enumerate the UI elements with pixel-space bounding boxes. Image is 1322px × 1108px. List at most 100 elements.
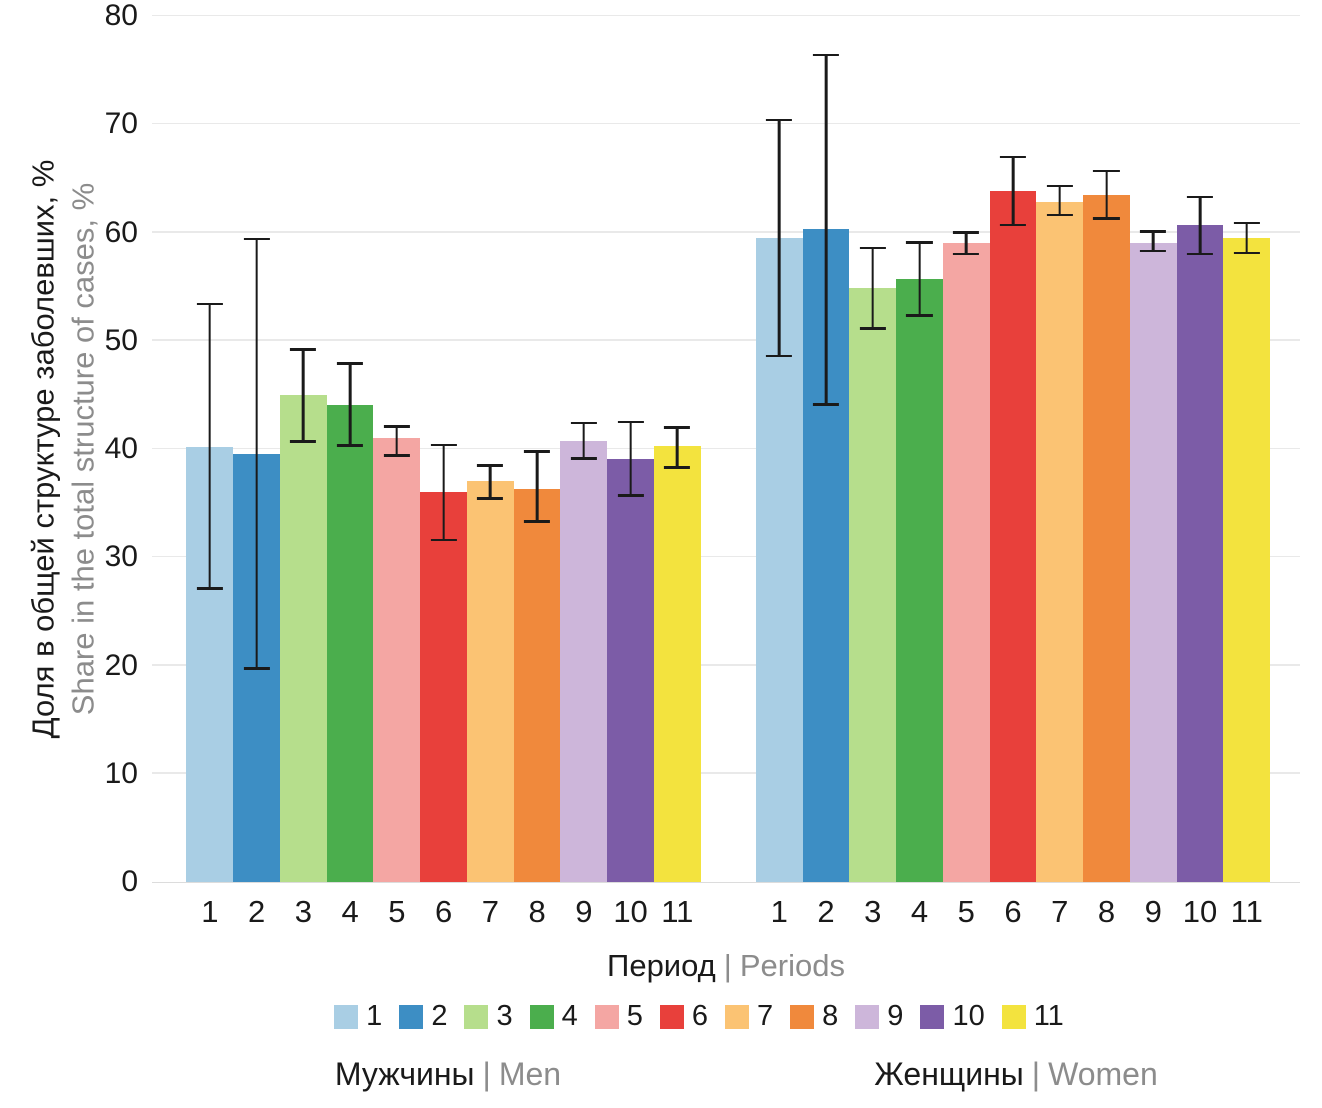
y-tick-label: 40	[104, 432, 138, 465]
error-bar	[953, 231, 980, 256]
error-bar-cap-top	[812, 53, 840, 57]
error-bar-cap-bottom	[1140, 249, 1167, 252]
error-bar-cap-bottom	[999, 223, 1027, 227]
error-bar	[430, 443, 457, 542]
y-tick-label: 10	[104, 756, 138, 790]
x-axis-title-english: Periods	[739, 948, 845, 983]
x-tick-label: 5	[388, 894, 406, 929]
x-tick-label: 9	[1144, 894, 1162, 929]
bar	[1036, 202, 1084, 882]
error-bar	[570, 421, 597, 460]
legend-label: 11	[1033, 1000, 1064, 1032]
error-bar-line	[535, 450, 539, 523]
error-bar-cap-top	[570, 421, 597, 425]
bar	[989, 191, 1037, 882]
x-tick-label: 4	[341, 894, 359, 929]
bar-cell: 2	[802, 16, 850, 929]
x-tick-label: 5	[957, 894, 975, 929]
error-bar-cap-top	[906, 241, 933, 244]
bar	[849, 287, 897, 882]
error-bar-line	[964, 231, 968, 256]
error-bar-cap-bottom	[1093, 217, 1120, 220]
error-bar-line	[395, 425, 399, 457]
error-bar-cap-bottom	[1046, 213, 1073, 217]
bar-cell: 5	[942, 16, 990, 929]
group-label-women-english: Women	[1048, 1056, 1158, 1092]
error-bar	[859, 246, 886, 330]
x-tick-label: 2	[817, 894, 835, 929]
legend-label: 5	[626, 1000, 643, 1032]
bar	[326, 404, 374, 882]
error-bar-cap-top	[1233, 221, 1260, 225]
bar-cell: 3	[849, 16, 897, 929]
error-bar-cap-top	[290, 348, 317, 351]
bar	[1129, 243, 1177, 882]
x-tick-label: 7	[1051, 894, 1069, 929]
bar	[1083, 194, 1130, 882]
error-bar-cap-bottom	[859, 327, 886, 330]
bar-cell: 10	[1176, 16, 1224, 929]
error-bar	[766, 118, 793, 357]
legend-label: 4	[561, 1000, 578, 1032]
legend-item: 10	[920, 1000, 985, 1033]
legend-swatch	[464, 1004, 489, 1029]
y-gridline	[152, 555, 1300, 558]
x-tick-label: 4	[910, 894, 929, 929]
x-tick-label: 9	[575, 894, 593, 929]
error-bar-cap-top	[999, 155, 1027, 159]
error-bar	[1046, 184, 1073, 217]
error-bar-cap-bottom	[523, 520, 551, 523]
error-bar-cap-bottom	[243, 667, 270, 670]
x-tick-label: 6	[1004, 894, 1022, 929]
x-tick-label: 8	[528, 894, 546, 929]
legend-label: 7	[757, 1000, 774, 1032]
error-bar-cap-top	[859, 246, 886, 250]
error-bar-line	[1011, 155, 1015, 227]
y-axis-title-russian: Доля в общей структуре заболевших, %	[25, 159, 61, 739]
error-bar-line	[208, 302, 212, 590]
error-bar	[617, 420, 644, 497]
error-bar	[1233, 221, 1260, 255]
error-bar	[383, 425, 410, 457]
error-bar-cap-top	[664, 426, 691, 429]
group-label-women: Женщины | Women	[806, 1056, 1226, 1093]
legend-swatch	[659, 1004, 684, 1029]
error-bar	[999, 155, 1027, 227]
bar-cell: 8	[1083, 16, 1130, 929]
group-label-men-english: Men	[498, 1056, 562, 1092]
legend-item: 2	[399, 1000, 447, 1033]
plot-area: 0 10 20 30 40 50 60 70 80 1 2 3 4 5 6 7 8 9 10 11 1 2 3 4 5 6 7 8 9 1…	[105, 0, 1300, 929]
y-gridline	[152, 231, 1300, 233]
error-bar-line	[489, 464, 492, 500]
y-tick-label: 50	[104, 323, 138, 357]
error-bar	[812, 53, 840, 406]
legend-swatch	[334, 1004, 359, 1029]
error-bar	[477, 464, 504, 500]
bar-cell: 3	[279, 16, 327, 929]
error-bar-line	[1198, 195, 1202, 256]
error-bar-line	[871, 246, 874, 330]
bar-group: 1 2 3 4 5 6 7 8 9 10 11	[186, 16, 701, 929]
x-tick-label: 1	[201, 894, 219, 929]
bar	[420, 492, 467, 882]
legend-label: 6	[691, 1000, 709, 1032]
bar-cell: 9	[560, 16, 608, 929]
group-label-men-separator: |	[482, 1056, 491, 1092]
error-bar-cap-bottom	[477, 497, 504, 500]
legend-swatch	[725, 1004, 750, 1029]
y-tick-label: 30	[104, 540, 138, 574]
x-axis-title-russian: Период	[607, 948, 716, 983]
group-label-men-russian: Мужчины	[334, 1056, 475, 1092]
y-gridline	[152, 772, 1300, 774]
error-bar-line	[777, 118, 781, 357]
error-bar-cap-top	[243, 237, 270, 241]
legend-swatch	[399, 1004, 424, 1029]
error-bar-line	[1058, 184, 1061, 217]
x-tick-label: 6	[434, 894, 453, 929]
legend-label: 1	[366, 1000, 383, 1032]
error-bar	[1140, 230, 1167, 252]
bar	[653, 445, 701, 882]
group-label-women-russian: Женщины	[874, 1056, 1024, 1092]
legend-item: 3	[464, 1000, 513, 1033]
